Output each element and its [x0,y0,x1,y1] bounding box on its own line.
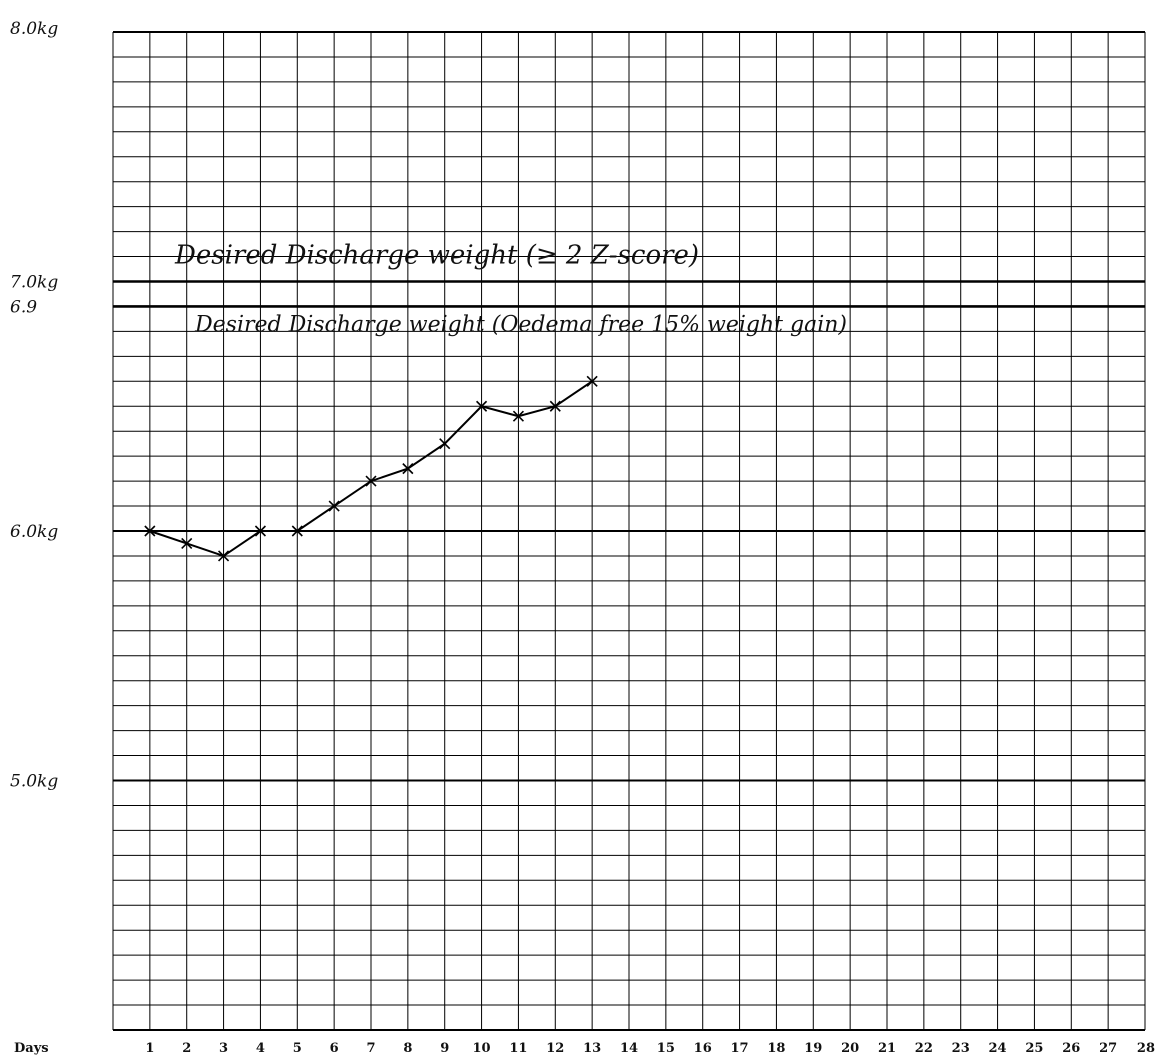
data-point [402,463,414,475]
data-point [586,375,598,387]
x-tick-label: 7 [366,1041,375,1056]
x-tick-label: 26 [1062,1041,1080,1056]
reference-line-label: Desired Discharge weight (Oedema free 15… [194,312,847,337]
data-point [439,438,451,450]
x-tick-label: 6 [330,1041,339,1056]
x-tick-label: 10 [473,1041,491,1056]
x-tick-label: 15 [657,1041,675,1056]
data-point [328,500,340,512]
x-tick-label: 3 [219,1041,228,1056]
data-point [365,475,377,487]
x-tick-label: 9 [440,1041,449,1056]
data-point [181,537,193,550]
x-tick-label: 12 [546,1041,564,1056]
data-point [512,410,524,422]
x-tick-label: 22 [915,1041,933,1056]
x-tick-label: 8 [403,1041,412,1056]
x-tick-label: 23 [952,1041,970,1056]
y-tick-labels: 8.0kg 7.0kg 6.9 6.0kg 5.0kg [10,19,58,792]
data-point [254,525,266,537]
x-tick-label: 27 [1099,1041,1117,1056]
x-tick-label: 16 [694,1041,712,1056]
y-tick-label: 7.0kg [10,273,58,293]
x-tick-label: 14 [620,1041,638,1056]
chart-grid [112,31,1146,1031]
y-tick-label: 6.9 [10,297,37,317]
x-tick-label: 20 [841,1041,859,1056]
data-point [549,400,561,412]
x-tick-label: 13 [583,1041,601,1056]
x-tick-label: 28 [1137,1041,1155,1056]
x-tick-label: 17 [731,1041,749,1056]
x-tick-label: 21 [878,1041,896,1056]
reference-lines: Desired Discharge weight (≥ 2 Z-score) De… [113,241,1145,337]
x-tick-label: 24 [989,1041,1007,1056]
data-point [218,550,230,562]
data-point [291,525,303,537]
y-tick-label: 8.0kg [10,19,58,39]
x-tick-label: 2 [182,1041,191,1056]
x-tick-label: 1 [145,1041,154,1056]
series-layer [144,375,598,562]
x-tick-label: 18 [767,1041,785,1056]
x-tick-label: 11 [509,1041,527,1056]
x-tick-label: 5 [293,1041,302,1056]
data-point [476,400,488,412]
x-tick-label: 25 [1025,1041,1043,1056]
y-tick-label: 6.0kg [10,522,58,542]
x-tick-labels: Days 1 2 3 4 5 6 7 8 9 10 11 12 13 14 15 16 17 18 19 20 21 22… [14,1041,1155,1056]
data-point [144,525,156,537]
y-tick-label: 5.0kg [10,772,58,792]
x-tick-label: 4 [256,1041,265,1056]
reference-line-label: Desired Discharge weight (≥ 2 Z-score) [174,241,699,271]
x-axis-label: Days [14,1041,49,1056]
x-tick-label: 19 [804,1041,822,1056]
